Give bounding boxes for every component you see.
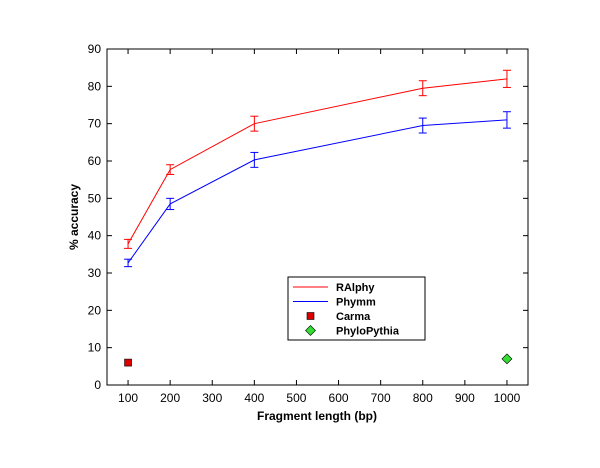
x-tick-label: 100 <box>118 391 138 405</box>
x-tick-label: 700 <box>371 391 391 405</box>
y-tick-label: 20 <box>88 303 102 317</box>
error-bar-phymm <box>124 258 133 268</box>
error-bar-ralphy <box>250 115 259 132</box>
y-tick-label: 90 <box>88 42 102 56</box>
x-tick-label: 500 <box>286 391 306 405</box>
legend: RAlphy Phymm Carma PhyloPythia <box>287 276 426 341</box>
y-tick-label: 60 <box>88 154 102 168</box>
axis-ticks: 100 200 300 400 500 600 700 800 900 1000 0 10 20 30 40… <box>88 42 528 405</box>
y-tick-label: 0 <box>94 378 101 392</box>
legend-swatch-phylopythia <box>305 325 316 336</box>
y-tick-label: 10 <box>88 341 102 355</box>
x-tick-label: 1000 <box>494 391 521 405</box>
error-bar-ralphy <box>418 80 427 97</box>
y-tick-label: 30 <box>88 266 102 280</box>
x-tick-label: 300 <box>202 391 222 405</box>
y-tick-label: 50 <box>88 191 102 205</box>
error-bar-phymm <box>166 197 175 211</box>
x-axis-title: Fragment length (bp) <box>257 409 377 423</box>
legend-item-carma: Carma <box>306 311 371 323</box>
legend-label-carma: Carma <box>336 311 371 323</box>
error-bar-ralphy <box>166 164 175 175</box>
legend-label-ralphy: RAlphy <box>336 282 375 294</box>
error-bar-ralphy <box>124 238 133 249</box>
error-bar-ralphy <box>502 69 511 88</box>
error-bar-phymm <box>502 111 511 129</box>
marker-phylopythia <box>501 353 513 365</box>
x-tick-label: 800 <box>413 391 433 405</box>
legend-item-phylopythia: PhyloPythia <box>305 325 400 338</box>
x-tick-label: 900 <box>455 391 475 405</box>
x-tick-label: 400 <box>244 391 264 405</box>
legend-label-phylopythia: PhyloPythia <box>336 326 400 338</box>
legend-item-ralphy: RAlphy <box>293 282 375 294</box>
legend-item-phymm: Phymm <box>293 297 376 309</box>
legend-label-phymm: Phymm <box>336 297 376 309</box>
series-layer <box>124 69 513 367</box>
y-axis-title: % accuracy <box>67 184 81 250</box>
x-tick-label: 200 <box>160 391 180 405</box>
y-tick-label: 40 <box>88 229 102 243</box>
error-bar-phymm <box>418 117 427 134</box>
error-bar-phymm <box>250 151 259 168</box>
y-tick-label: 70 <box>88 117 102 131</box>
y-tick-label: 80 <box>88 79 102 93</box>
x-tick-label: 600 <box>329 391 349 405</box>
marker-carma <box>124 358 132 367</box>
legend-swatch-carma <box>306 312 315 320</box>
